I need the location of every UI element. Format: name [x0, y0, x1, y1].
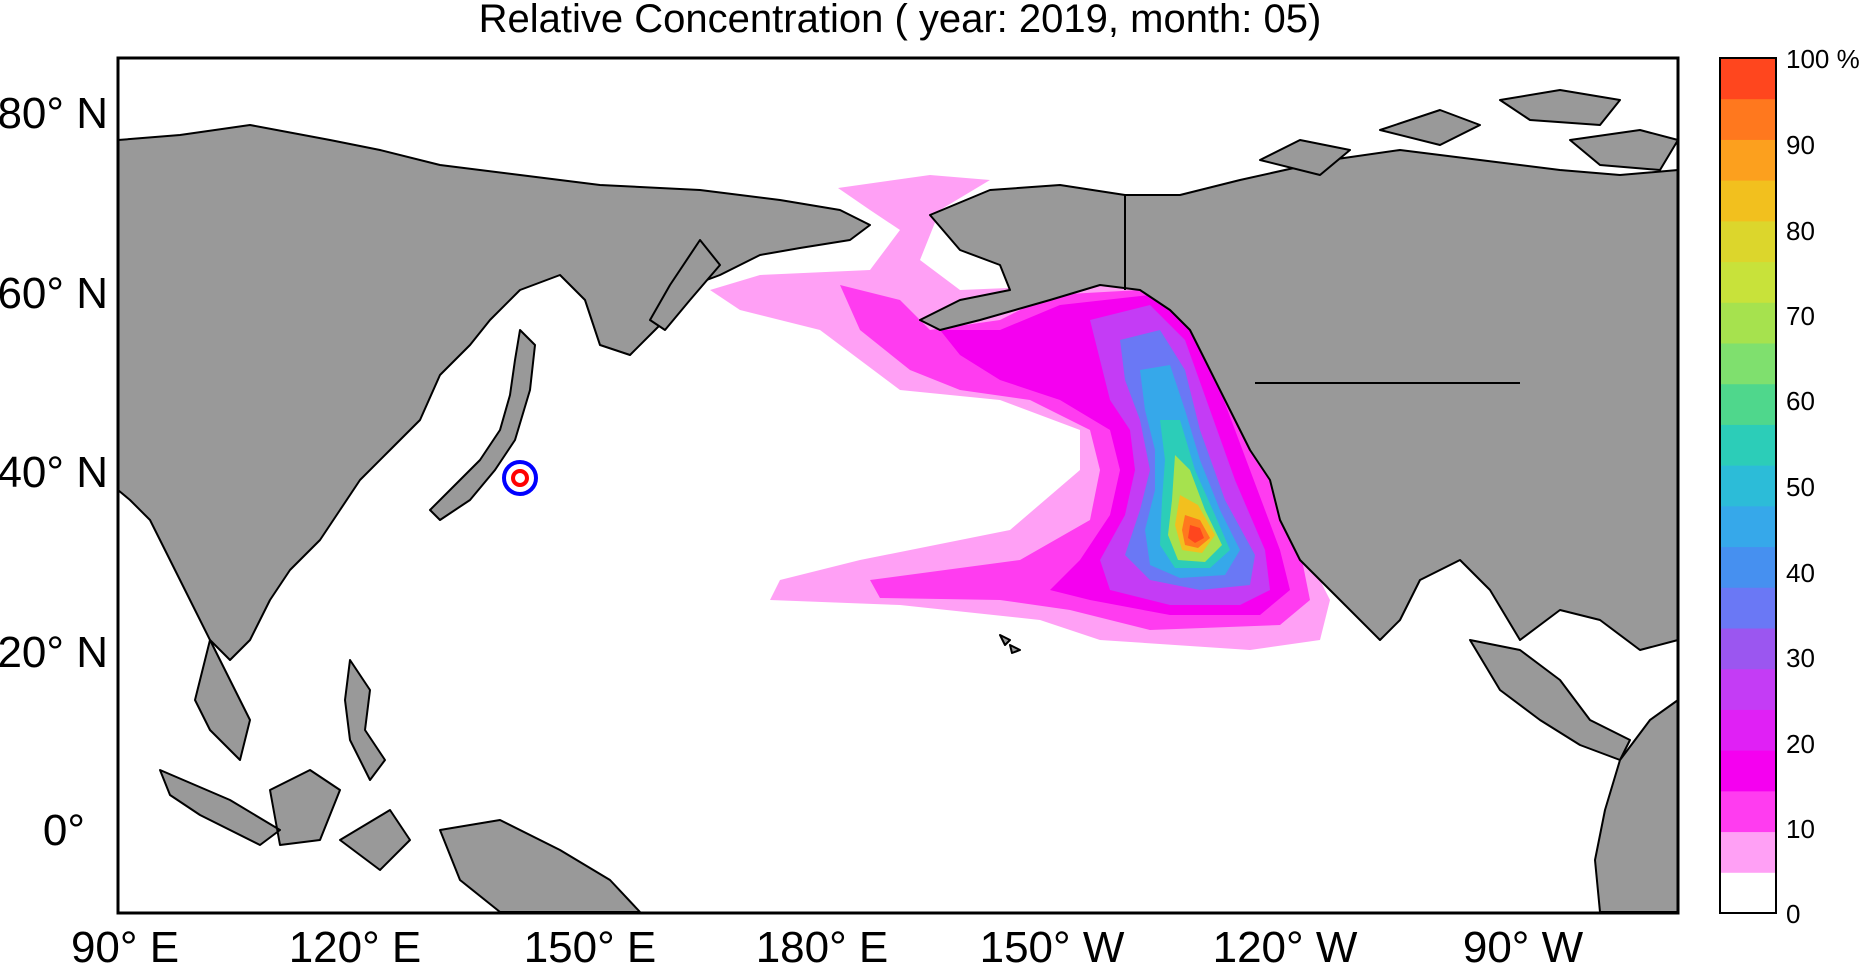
colorbar-swatch [1720, 709, 1776, 751]
lat-label-80n: 80° N [0, 89, 108, 138]
lat-label-60n: 60° N [0, 269, 108, 318]
colorbar-label-10: 10 [1786, 814, 1815, 844]
colorbar-swatch [1720, 383, 1776, 425]
colorbar-swatch [1720, 465, 1776, 507]
colorbar-swatch [1720, 587, 1776, 629]
colorbar-swatch [1720, 343, 1776, 385]
lon-label-150e: 150° E [524, 923, 657, 972]
lat-label-40n: 40° N [0, 448, 108, 497]
plume-band-100 [1188, 525, 1204, 543]
land-arctic-islands [1259, 89, 1679, 176]
map-frame [116, 56, 1680, 915]
colorbar-swatch [1720, 790, 1776, 833]
colorbar-swatch [1720, 261, 1776, 303]
land-southeast-asia [194, 639, 251, 761]
land-kamchatka [649, 239, 721, 331]
land-philippines [344, 659, 386, 781]
colorbar-swatch [1720, 424, 1776, 466]
colorbar-swatch [1720, 58, 1776, 100]
land-north-america [919, 149, 1679, 651]
colorbar-label-0: 0 [1786, 899, 1800, 929]
land-hawaii [999, 634, 1021, 654]
land-central-america [1469, 639, 1631, 761]
lon-label-180e: 180° E [756, 923, 889, 972]
colorbar-label-100: 100 % [1786, 44, 1860, 74]
colorbar: 100 % 90 80 70 60 50 40 30 20 10 0 [1719, 44, 1860, 929]
source-location-marker [502, 460, 538, 496]
colorbar-swatch [1720, 546, 1776, 588]
colorbar-label-30: 30 [1786, 643, 1815, 673]
lon-label-150w: 150° W [980, 923, 1125, 972]
colorbar-swatch [1720, 668, 1776, 710]
colorbar-swatches [1720, 58, 1776, 914]
landmasses [117, 89, 1679, 913]
colorbar-label-40: 40 [1786, 558, 1815, 588]
colorbar-swatch [1720, 872, 1776, 914]
lon-label-120w: 120° W [1213, 923, 1358, 972]
source-marker-inner-ring [511, 469, 529, 487]
colorbar-label-60: 60 [1786, 386, 1815, 416]
land-indonesia [159, 769, 411, 871]
colorbar-label-50: 50 [1786, 472, 1815, 502]
colorbar-swatch [1720, 628, 1776, 670]
colorbar-swatch [1720, 98, 1776, 140]
lat-label-0: 0° [43, 806, 85, 855]
colorbar-label-80: 80 [1786, 216, 1815, 246]
longitude-labels: 90° E 120° E 150° E 180° E 150° W 120° W… [71, 923, 1584, 972]
colorbar-tick-labels: 100 % 90 80 70 60 50 40 30 20 10 0 [1786, 44, 1860, 929]
colorbar-label-70: 70 [1786, 301, 1815, 331]
land-japan [429, 329, 536, 521]
colorbar-label-20: 20 [1786, 729, 1815, 759]
lat-label-20n: 20° N [0, 628, 108, 677]
map-panel [116, 56, 1680, 915]
colorbar-swatch [1720, 139, 1776, 181]
lon-label-120e: 120° E [289, 923, 422, 972]
source-marker-outer-ring [502, 460, 538, 496]
colorbar-swatch [1720, 180, 1776, 222]
colorbar-swatch [1720, 831, 1776, 873]
colorbar-swatch [1720, 220, 1776, 263]
land-eurasia [117, 124, 871, 661]
lon-label-90e: 90° E [71, 923, 179, 972]
colorbar-frame [1719, 57, 1777, 914]
land-new-guinea [439, 819, 641, 913]
colorbar-swatch [1720, 505, 1776, 548]
figure-title: Relative Concentration ( year: 2019, mon… [479, 0, 1322, 41]
lon-label-90w: 90° W [1463, 923, 1584, 972]
latitude-labels: 80° N 60° N 40° N 20° N 0° [0, 89, 108, 855]
colorbar-swatch [1720, 750, 1776, 792]
colorbar-label-90: 90 [1786, 130, 1815, 160]
colorbar-swatch [1720, 302, 1776, 344]
